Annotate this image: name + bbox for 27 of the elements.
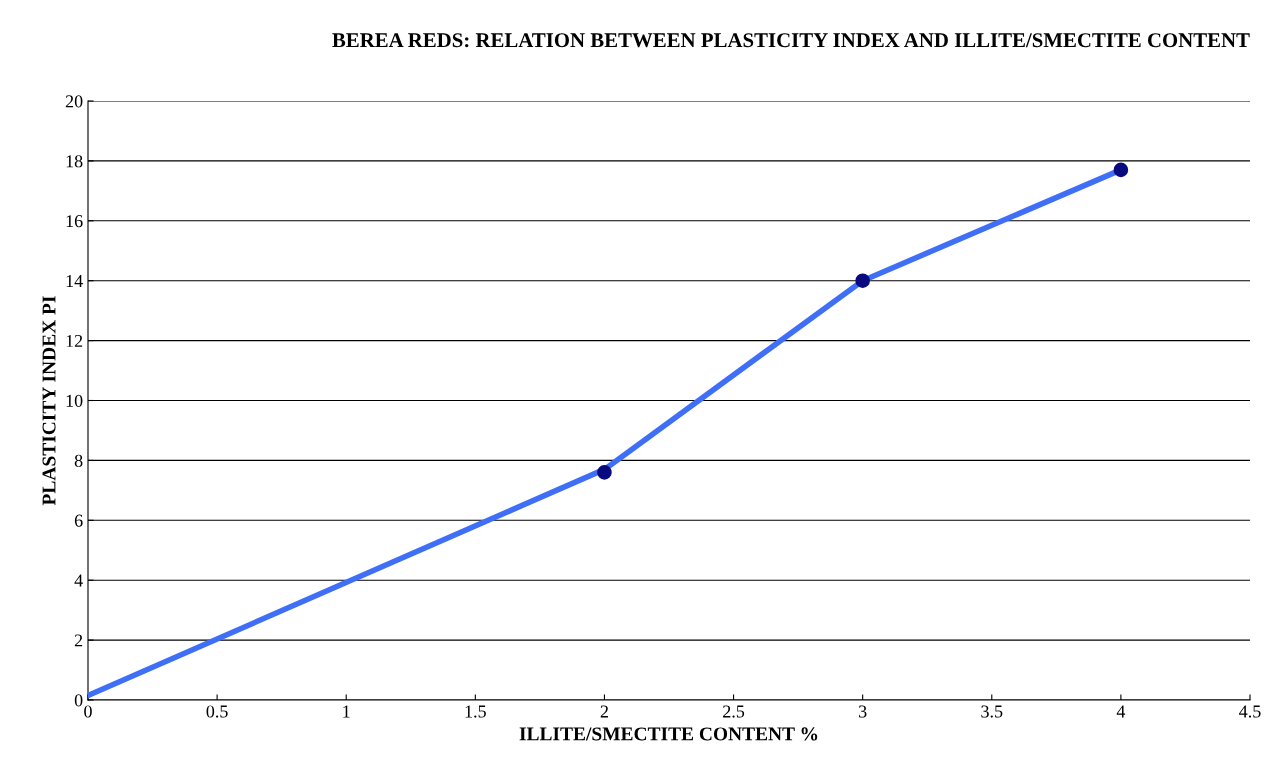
y-tick-label: 8 (74, 454, 83, 467)
y-tick-label: 16 (66, 215, 83, 228)
y-tick-label: 12 (66, 334, 83, 347)
x-tick-label: 1.5 (465, 705, 486, 718)
x-tick-label: 2 (600, 705, 608, 718)
x-tick-label: 2.5 (723, 705, 745, 718)
point (1113, 162, 1129, 178)
y-tick-label: 18 (66, 155, 83, 168)
y-axis-title: PLASTICITY INDEX PI (42, 296, 56, 506)
x-tick-label: 4 (1116, 705, 1126, 718)
x-tick-label: 1 (343, 705, 350, 718)
y-tick-label: 10 (66, 394, 83, 407)
y-tick-label: 4 (74, 574, 83, 587)
y-tick-label: 0 (74, 694, 83, 707)
x-tick-label: 3 (859, 705, 867, 718)
x-tick-label: 0 (84, 705, 92, 718)
x-tick-label: 3.5 (981, 705, 1003, 718)
y-tick-label: 20 (65, 95, 83, 108)
y-tick-label: 14 (66, 275, 83, 287)
x-tick-label: 0.5 (206, 705, 228, 718)
point (855, 273, 870, 288)
x-axis-title: ILLITE/SMECTITE CONTENT % (519, 727, 818, 741)
y-tick-label: 6 (74, 514, 83, 527)
y-tick-label: 2 (74, 634, 83, 647)
point (597, 465, 612, 480)
chart-title: BEREA REDS: RELATION BETWEEN PLASTICITY INDEX AND ILLITE/SMECTITE CONTENT (332, 33, 1250, 48)
x-tick-label: 4.5 (1239, 705, 1261, 718)
